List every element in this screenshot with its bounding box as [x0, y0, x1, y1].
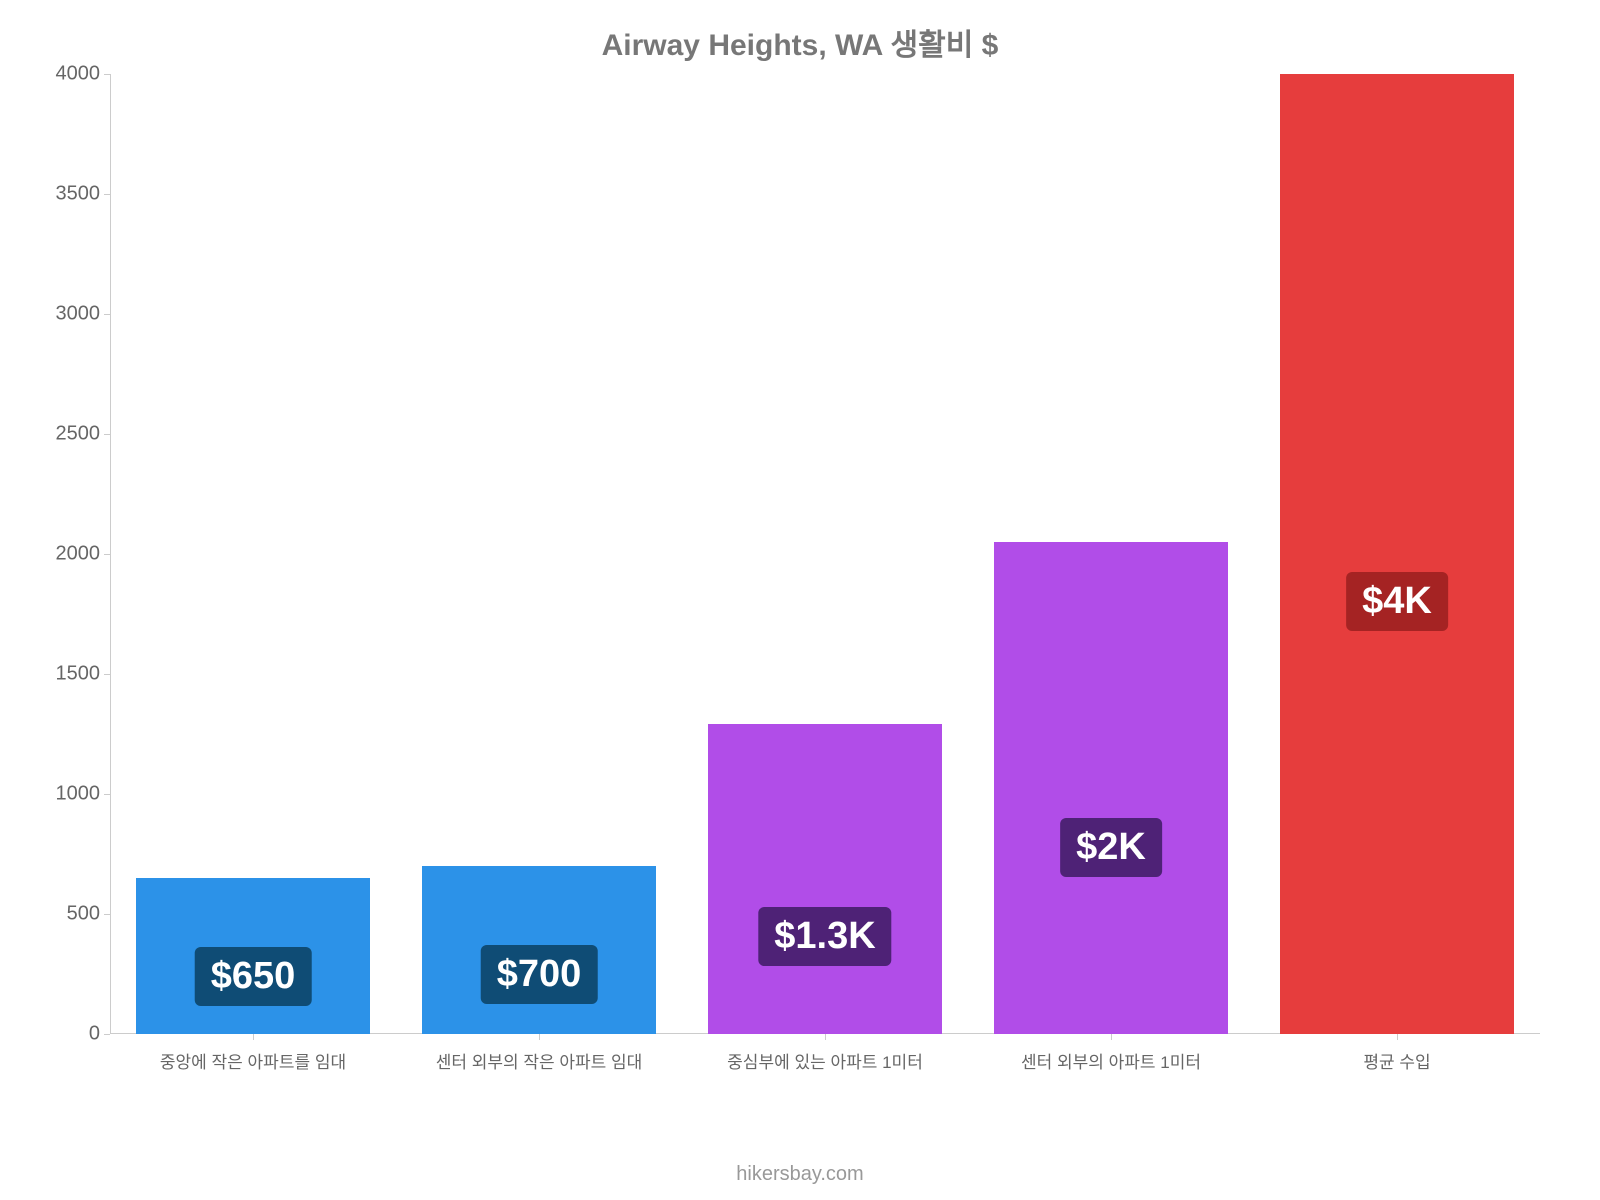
bar-group: $4K: [1280, 74, 1515, 1034]
x-tick-label: 중심부에 있는 아파트 1미터: [727, 1048, 923, 1073]
y-tick-mark: [104, 1034, 110, 1035]
bars-area: $650 $700 $1.3K $2K $4K: [110, 74, 1540, 1034]
bar: [708, 724, 943, 1034]
bar-value-label: $1.3K: [758, 907, 891, 966]
y-tick-mark: [104, 74, 110, 75]
y-tick-label: 2500: [40, 423, 100, 446]
y-tick-label: 4000: [40, 63, 100, 86]
bar-value-label: $650: [195, 947, 312, 1006]
footer-credit: hikersbay.com: [0, 1163, 1600, 1186]
y-tick-mark: [104, 914, 110, 915]
chart-container: Airway Heights, WA 생활비 $ 050010001500200…: [40, 20, 1560, 1120]
y-tick-mark: [104, 554, 110, 555]
y-tick-label: 1000: [40, 783, 100, 806]
bar-group: $1.3K: [708, 724, 943, 1034]
y-tick-mark: [104, 794, 110, 795]
bar: [1280, 74, 1515, 1034]
y-tick-label: 3500: [40, 183, 100, 206]
x-tick-mark: [539, 1034, 540, 1040]
bar-value-label: $4K: [1346, 572, 1448, 631]
x-tick-mark: [825, 1034, 826, 1040]
y-tick-mark: [104, 194, 110, 195]
bar-group: $2K: [994, 542, 1229, 1034]
x-tick-label: 평균 수입: [1363, 1048, 1430, 1073]
y-tick-label: 0: [40, 1023, 100, 1046]
bar-group: $700: [422, 866, 657, 1034]
y-tick-label: 3000: [40, 303, 100, 326]
bar-value-label: $2K: [1060, 818, 1162, 877]
y-tick-label: 500: [40, 903, 100, 926]
y-tick-mark: [104, 314, 110, 315]
y-tick-mark: [104, 434, 110, 435]
plot-area: 05001000150020002500300035004000 $650$70…: [110, 74, 1540, 1034]
y-tick-label: 1500: [40, 663, 100, 686]
bar: [994, 542, 1229, 1034]
bar-group: $650: [136, 878, 371, 1034]
x-tick-label: 센터 외부의 아파트 1미터: [1021, 1048, 1201, 1073]
x-tick-mark: [1111, 1034, 1112, 1040]
x-tick-mark: [253, 1034, 254, 1040]
x-axis-labels: 중앙에 작은 아파트를 임대 센터 외부의 작은 아파트 임대 중심부에 있는 아파…: [110, 1034, 1540, 1094]
x-tick-mark: [1397, 1034, 1398, 1040]
y-tick-mark: [104, 674, 110, 675]
x-tick-label: 센터 외부의 작은 아파트 임대: [436, 1048, 643, 1073]
y-tick-label: 2000: [40, 543, 100, 566]
chart-title: Airway Heights, WA 생활비 $: [40, 20, 1560, 64]
bar-value-label: $700: [481, 945, 598, 1004]
y-axis: 05001000150020002500300035004000: [40, 74, 100, 1034]
x-tick-label: 중앙에 작은 아파트를 임대: [160, 1048, 346, 1073]
